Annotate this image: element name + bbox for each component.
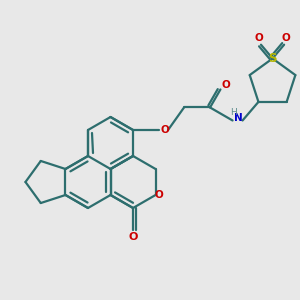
Text: H: H [230, 108, 237, 117]
Text: N: N [234, 113, 243, 124]
Text: S: S [268, 52, 277, 65]
Text: O: O [221, 80, 230, 91]
Text: O: O [161, 125, 170, 135]
Text: O: O [128, 232, 138, 242]
Text: O: O [282, 33, 290, 43]
Text: O: O [154, 190, 163, 200]
Text: O: O [255, 33, 263, 43]
